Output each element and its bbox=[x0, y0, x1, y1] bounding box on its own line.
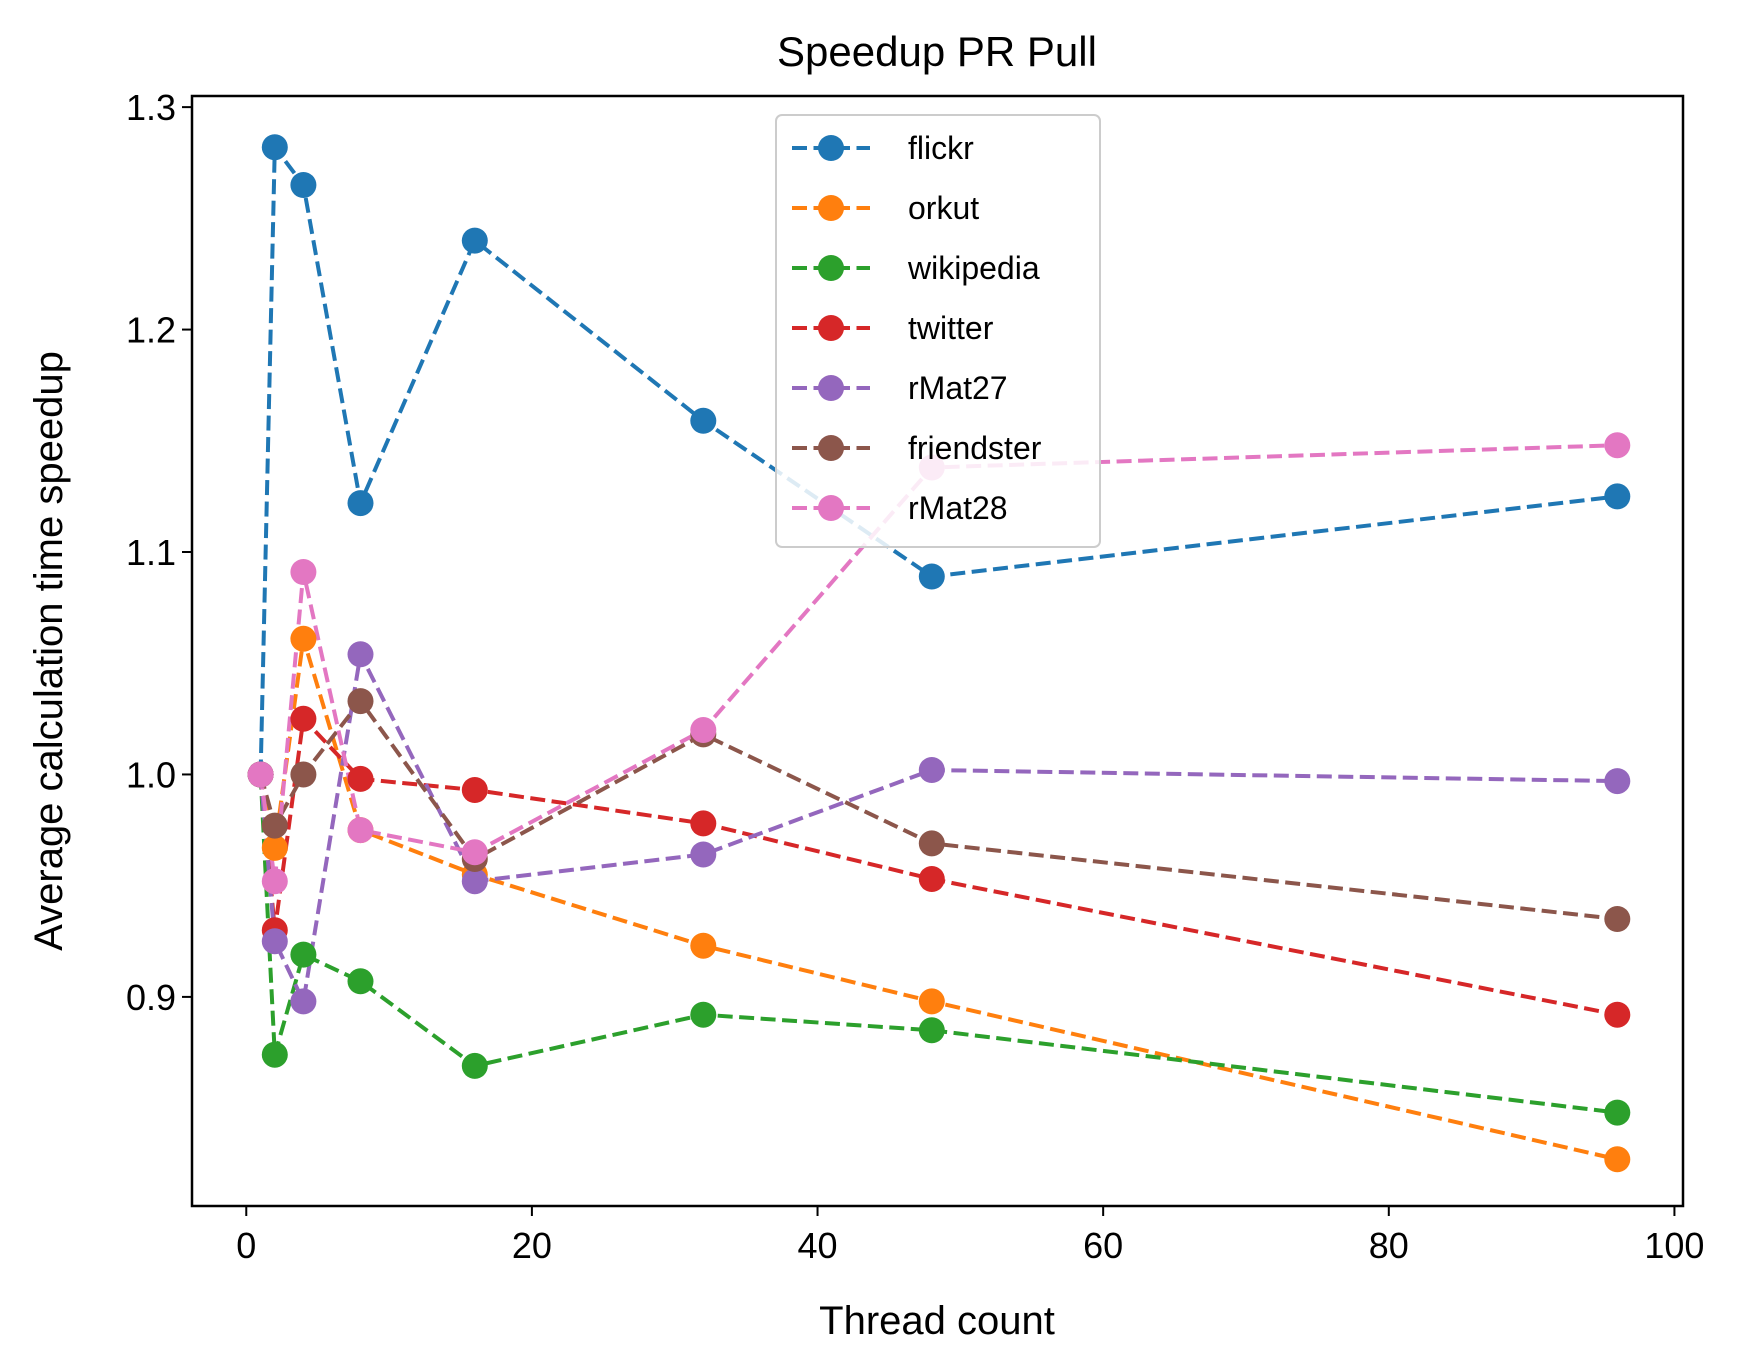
data-point-wikipedia bbox=[290, 941, 317, 968]
data-point-flickr bbox=[347, 490, 374, 517]
data-point-twitter bbox=[461, 777, 488, 803]
data-point-flickr bbox=[461, 227, 488, 254]
x-axis-label: Thread count bbox=[819, 1299, 1055, 1343]
plot-frame bbox=[190, 94, 1685, 1208]
legend-label-rMat27: rMat27 bbox=[908, 370, 1008, 406]
legend-label-wikipedia: wikipedia bbox=[907, 250, 1040, 286]
data-point-orkut bbox=[918, 988, 945, 1015]
legend-marker-wikipedia bbox=[818, 255, 844, 281]
data-point-twitter bbox=[1604, 1001, 1631, 1028]
data-point-rMat28 bbox=[1604, 432, 1631, 459]
data-point-orkut bbox=[261, 834, 288, 861]
series-line-twitter bbox=[258, 714, 1618, 1017]
series-line-wikipedia bbox=[258, 774, 1618, 1115]
data-point-wikipedia bbox=[1604, 1099, 1631, 1126]
y-tick-label: 1.0 bbox=[126, 754, 176, 795]
data-point-rMat28 bbox=[347, 817, 374, 844]
data-point-twitter bbox=[918, 866, 945, 892]
y-tick-label: 1.2 bbox=[126, 310, 176, 351]
data-point-friendster bbox=[261, 812, 288, 839]
legend-marker-twitter bbox=[818, 315, 844, 341]
x-tick-label: 0 bbox=[236, 1225, 256, 1266]
data-point-friendster bbox=[1604, 906, 1631, 932]
data-point-flickr bbox=[261, 134, 288, 161]
data-point-flickr bbox=[918, 563, 945, 590]
data-point-wikipedia bbox=[347, 968, 374, 995]
x-tick-label: 100 bbox=[1644, 1225, 1704, 1266]
legend-label-friendster: friendster bbox=[908, 430, 1042, 466]
data-point-rMat28 bbox=[690, 717, 717, 743]
y-axis: 0.9 1.0 1.1 1.2 1.3 bbox=[126, 87, 192, 1018]
data-point-rMat28 bbox=[261, 868, 288, 895]
data-point-rMat27 bbox=[918, 757, 945, 783]
data-point-rMat28 bbox=[247, 761, 274, 788]
data-point-flickr bbox=[1604, 483, 1631, 510]
legend-label-twitter: twitter bbox=[908, 310, 994, 346]
data-point-friendster bbox=[290, 761, 317, 788]
y-axis-label: Average calculation time speedup bbox=[27, 351, 71, 951]
x-tick-label: 60 bbox=[1083, 1225, 1123, 1266]
data-point-friendster bbox=[347, 688, 374, 715]
y-tick-label: 0.9 bbox=[126, 977, 176, 1018]
data-point-rMat27 bbox=[261, 928, 288, 955]
legend-box bbox=[775, 114, 1101, 548]
legend-marker-rMat28 bbox=[818, 495, 844, 521]
plot-markers bbox=[247, 134, 1631, 1173]
data-point-orkut bbox=[1604, 1146, 1631, 1173]
data-point-rMat27 bbox=[461, 868, 488, 895]
y-tick-label: 1.1 bbox=[126, 532, 176, 573]
legend-label-rMat28: rMat28 bbox=[908, 490, 1008, 526]
data-point-wikipedia bbox=[261, 1041, 288, 1068]
y-tick-label: 1.3 bbox=[126, 87, 176, 128]
data-point-wikipedia bbox=[690, 1001, 717, 1028]
data-point-wikipedia bbox=[918, 1017, 945, 1044]
data-point-orkut bbox=[290, 625, 317, 652]
data-point-rMat27 bbox=[290, 988, 317, 1015]
chart-title: Speedup PR Pull bbox=[777, 28, 1097, 75]
legend-marker-friendster bbox=[818, 435, 844, 461]
legend-marker-rMat27 bbox=[818, 375, 844, 401]
x-tick-label: 80 bbox=[1369, 1225, 1409, 1266]
legend-label-orkut: orkut bbox=[908, 190, 979, 226]
data-point-rMat28 bbox=[290, 559, 317, 585]
data-point-rMat27 bbox=[690, 841, 717, 868]
legend-marker-flickr bbox=[818, 135, 844, 161]
x-tick-label: 20 bbox=[512, 1225, 552, 1266]
data-point-twitter bbox=[690, 810, 717, 837]
data-point-friendster bbox=[918, 830, 945, 857]
data-point-flickr bbox=[690, 407, 717, 434]
legend-label-flickr: flickr bbox=[908, 130, 974, 166]
data-point-orkut bbox=[690, 932, 717, 959]
series-line-friendster bbox=[258, 697, 1618, 921]
x-axis: 0 20 40 60 80 100 bbox=[236, 1206, 1704, 1266]
data-point-rMat27 bbox=[347, 641, 374, 668]
data-point-rMat28 bbox=[461, 839, 488, 866]
data-point-twitter bbox=[290, 705, 317, 732]
data-point-wikipedia bbox=[461, 1052, 488, 1079]
legend-marker-orkut bbox=[818, 195, 844, 221]
data-point-flickr bbox=[290, 172, 317, 198]
data-point-twitter bbox=[347, 765, 374, 792]
x-tick-label: 40 bbox=[798, 1225, 838, 1266]
legend: flickr orkut wikipedia twitter rMat27 friends… bbox=[775, 114, 1101, 548]
data-point-rMat27 bbox=[1604, 768, 1631, 795]
